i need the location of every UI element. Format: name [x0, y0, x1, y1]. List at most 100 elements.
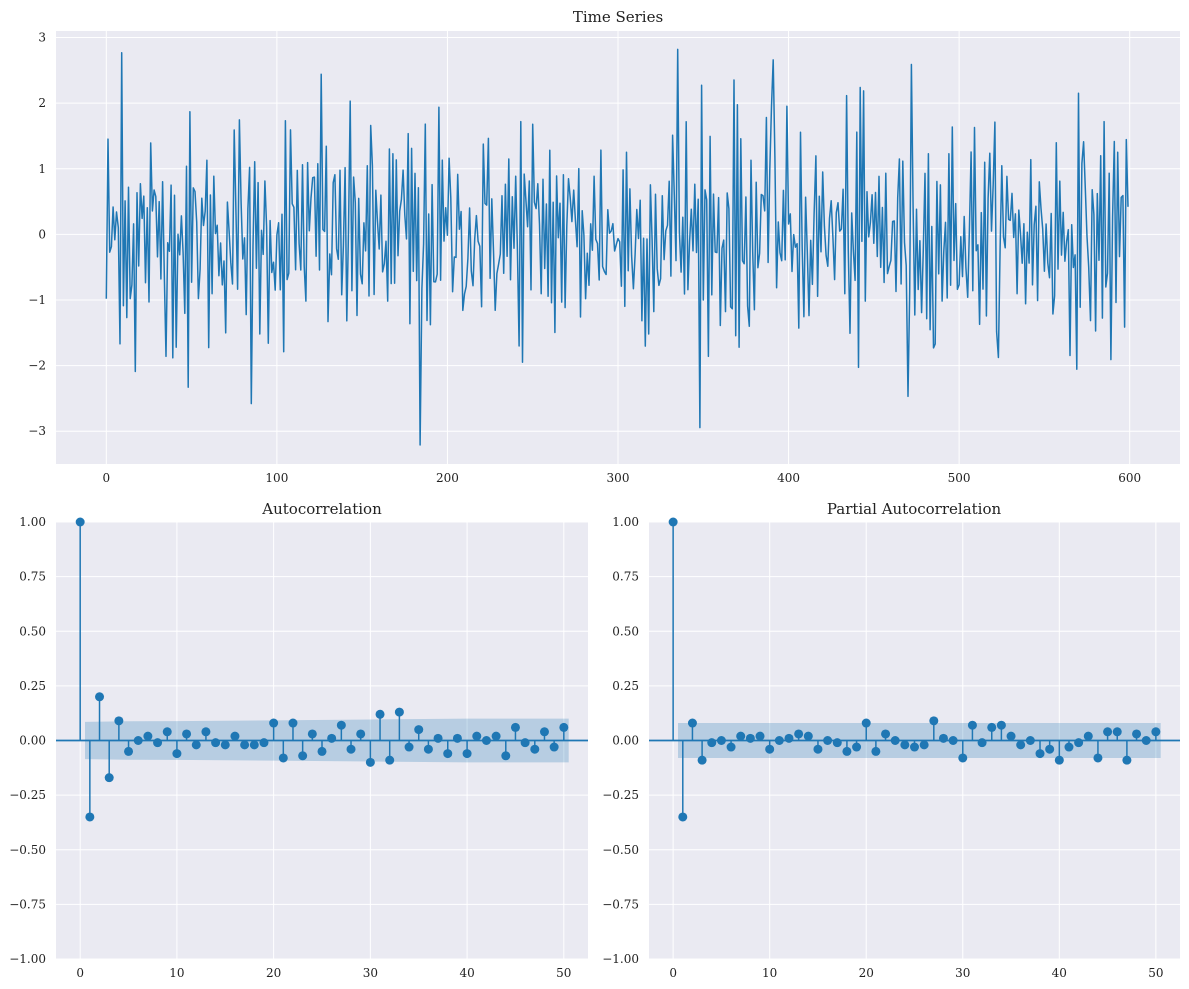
- acf-stem-marker: [472, 731, 482, 741]
- pacf-stem-marker: [996, 720, 1006, 730]
- acf-stem-marker: [307, 729, 317, 739]
- acf-stem-marker: [230, 731, 240, 741]
- acf-x-ticks: 0 10 20 30 40 50: [76, 966, 571, 980]
- time-series-y-tick-label: 1: [38, 162, 46, 176]
- acf-stem-marker: [520, 738, 530, 748]
- acf-y-tick-label: 0.75: [19, 570, 46, 584]
- acf-stem-marker: [182, 729, 192, 739]
- acf-x-tick-label: 20: [266, 966, 281, 980]
- acf-stem-marker: [317, 746, 327, 756]
- acf-stems: [56, 517, 588, 822]
- pacf-y-tick-label: 0.25: [612, 679, 639, 693]
- acf-stem-marker: [433, 733, 443, 743]
- time-series-grid: [56, 31, 1180, 464]
- acf-stem-marker: [462, 749, 472, 759]
- acf-stem-marker: [491, 731, 501, 741]
- acf-x-tick-label: 40: [459, 966, 474, 980]
- pacf-stem-marker: [861, 718, 871, 728]
- acf-stem-marker: [104, 773, 114, 783]
- pacf-stem-marker: [823, 736, 833, 745]
- pacf-stem-marker: [755, 731, 765, 741]
- acf-stem-marker: [423, 744, 433, 754]
- pacf-stem-marker: [1112, 727, 1122, 737]
- pacf-stem-marker: [1045, 744, 1055, 754]
- acf-stem-marker: [481, 736, 491, 745]
- pacf-stem-marker: [948, 736, 958, 745]
- pacf-title: Partial Autocorrelation: [827, 500, 1002, 518]
- pacf-stem-marker: [813, 744, 823, 754]
- acf-stem-marker: [172, 749, 182, 759]
- pacf-stem-marker: [900, 740, 910, 750]
- acf-panel: 0 10 20 30 40 50 −1.00 −0.75 −0.50 −0.25 0.00 0.25…: [9, 500, 588, 980]
- time-series-title: Time Series: [573, 8, 663, 26]
- acf-stem-marker: [162, 727, 172, 737]
- time-series-x-ticks: 0 100 200 300 400 500 600: [102, 471, 1141, 485]
- pacf-stems: [649, 517, 1180, 822]
- pacf-stem-marker: [1054, 755, 1064, 765]
- pacf-stem-marker: [1151, 727, 1161, 737]
- acf-stem-marker: [375, 709, 385, 719]
- acf-stem-marker: [549, 742, 559, 752]
- pacf-stem-marker: [1016, 740, 1026, 750]
- pacf-stem-marker: [929, 716, 939, 726]
- pacf-x-tick-label: 50: [1148, 966, 1163, 980]
- pacf-y-tick-label: −0.25: [602, 788, 639, 802]
- acf-y-tick-label: 0.25: [19, 679, 46, 693]
- time-series-x-tick-label: 200: [436, 471, 459, 485]
- pacf-y-tick-label: 0.75: [612, 570, 639, 584]
- pacf-stem-marker: [765, 744, 775, 754]
- pacf-stem-marker: [745, 733, 755, 743]
- pacf-x-tick-label: 20: [859, 966, 874, 980]
- acf-y-tick-label: −0.50: [9, 843, 46, 857]
- acf-y-tick-label: −1.00: [9, 952, 46, 966]
- time-series-y-tick-label: 0: [38, 227, 46, 241]
- pacf-stem-marker: [1132, 729, 1142, 739]
- time-series-marks: [105, 48, 1129, 446]
- pacf-stem-marker: [803, 731, 813, 741]
- acf-title: Autocorrelation: [261, 500, 382, 518]
- time-series-y-tick-label: −2: [28, 359, 46, 373]
- acf-stem-marker: [404, 742, 414, 752]
- pacf-stem-marker: [1025, 736, 1035, 745]
- acf-stem-marker: [394, 707, 404, 717]
- time-series-x-tick-label: 500: [948, 471, 971, 485]
- acf-stem-marker: [211, 738, 221, 748]
- acf-stem-marker: [288, 718, 298, 728]
- pacf-stem-marker: [726, 742, 736, 752]
- acf-y-tick-label: −0.25: [9, 788, 46, 802]
- pacf-stem-marker: [1083, 731, 1093, 741]
- acf-stem-marker: [414, 725, 424, 735]
- pacf-stem-marker: [774, 736, 784, 745]
- pacf-stem-marker: [1103, 727, 1113, 737]
- acf-x-tick-label: 10: [169, 966, 184, 980]
- acf-stem-marker: [124, 746, 134, 756]
- pacf-x-tick-label: 40: [1052, 966, 1067, 980]
- acf-stem-marker: [153, 738, 163, 748]
- acf-stem-marker: [385, 755, 395, 765]
- acf-stem-marker: [201, 727, 211, 737]
- time-series-x-tick-label: 400: [777, 471, 800, 485]
- acf-x-tick-label: 0: [76, 966, 84, 980]
- pacf-stem-marker: [1064, 742, 1074, 752]
- acf-stem-marker: [452, 733, 462, 743]
- pacf-stem-marker: [910, 742, 919, 752]
- acf-stem-marker: [259, 738, 269, 748]
- acf-stem-marker: [365, 757, 375, 767]
- acf-stem-marker: [191, 740, 201, 750]
- time-series-x-tick-label: 100: [265, 471, 288, 485]
- pacf-stem-marker: [938, 733, 948, 743]
- pacf-x-tick-label: 10: [762, 966, 777, 980]
- time-series-line: [105, 48, 1129, 446]
- pacf-stem-marker: [687, 718, 697, 728]
- acf-stem-marker: [327, 733, 337, 743]
- acf-stem-marker: [240, 740, 250, 750]
- time-series-y-tick-label: −3: [28, 424, 46, 438]
- acf-stem-marker: [443, 749, 453, 759]
- pacf-stem-marker: [832, 738, 842, 748]
- pacf-y-tick-label: −0.50: [602, 843, 639, 857]
- pacf-stem-marker: [842, 746, 852, 756]
- pacf-y-tick-label: 0.50: [612, 624, 639, 638]
- acf-stem-marker: [559, 722, 569, 732]
- acf-stem-marker: [278, 753, 288, 763]
